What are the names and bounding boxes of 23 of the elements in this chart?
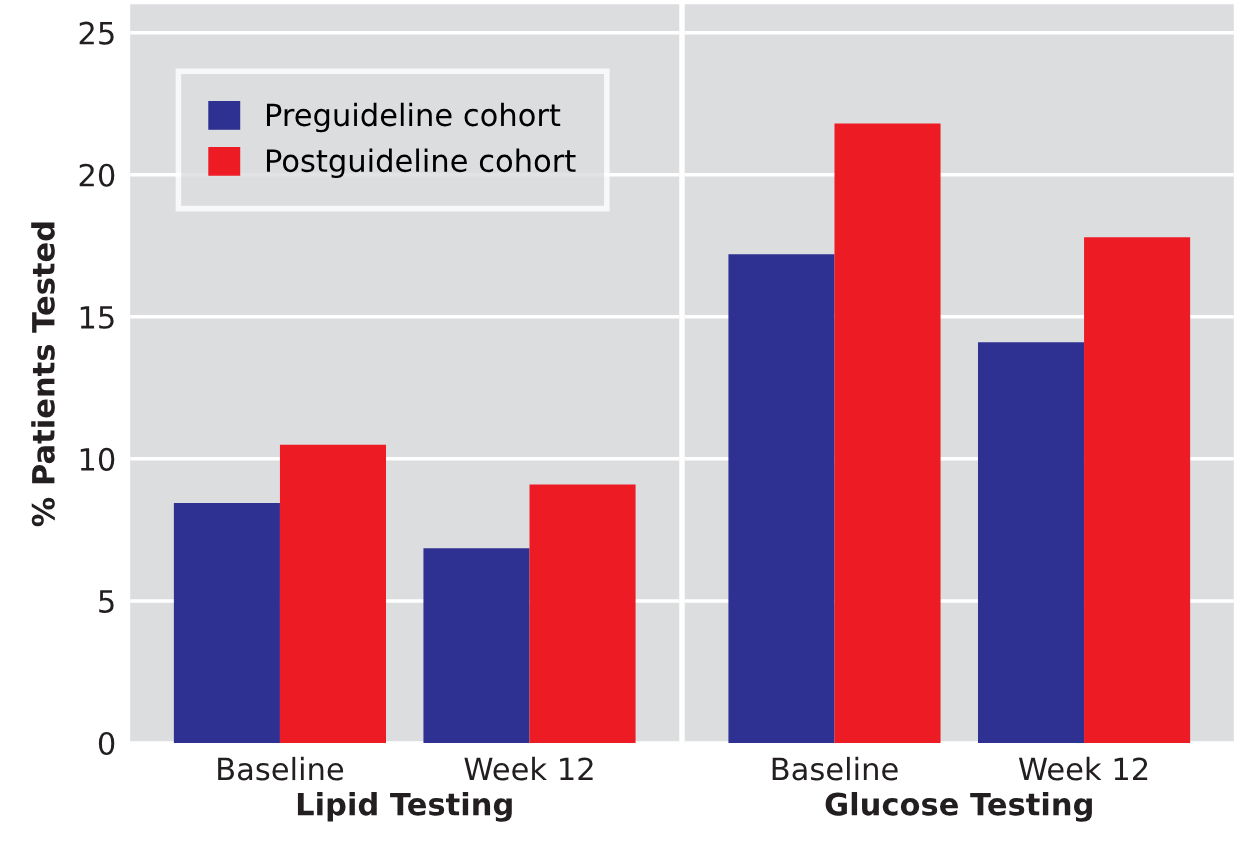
x-tick-label: Baseline xyxy=(218,756,344,781)
x-tick-label: Week 12 xyxy=(1018,756,1148,781)
x-axis-title: Lipid Testing xyxy=(297,792,512,822)
bar xyxy=(977,342,1085,743)
legend-label: Preguideline cohort xyxy=(266,102,561,133)
bar xyxy=(728,254,835,743)
y-tick-label: 25 xyxy=(79,21,114,45)
bar xyxy=(279,444,387,743)
legend-label: Postguideline cohort xyxy=(266,148,576,179)
x-tick-label: Baseline xyxy=(772,756,898,781)
y-tick-label: 15 xyxy=(80,306,114,329)
bar xyxy=(1084,237,1191,743)
bar xyxy=(834,123,941,743)
x-axis-title: Glucose Testing xyxy=(825,792,1092,822)
y-tick-label: 5 xyxy=(99,590,114,613)
bar xyxy=(529,484,636,743)
y-tick-label: 0 xyxy=(98,731,115,756)
bar xyxy=(423,548,530,743)
y-axis-title: % Patients Tested xyxy=(31,222,55,527)
y-tick-label: 10 xyxy=(80,447,115,471)
bar xyxy=(173,502,280,743)
x-tick-label: Week 12 xyxy=(464,756,593,781)
y-tick-label: 20 xyxy=(79,163,115,187)
